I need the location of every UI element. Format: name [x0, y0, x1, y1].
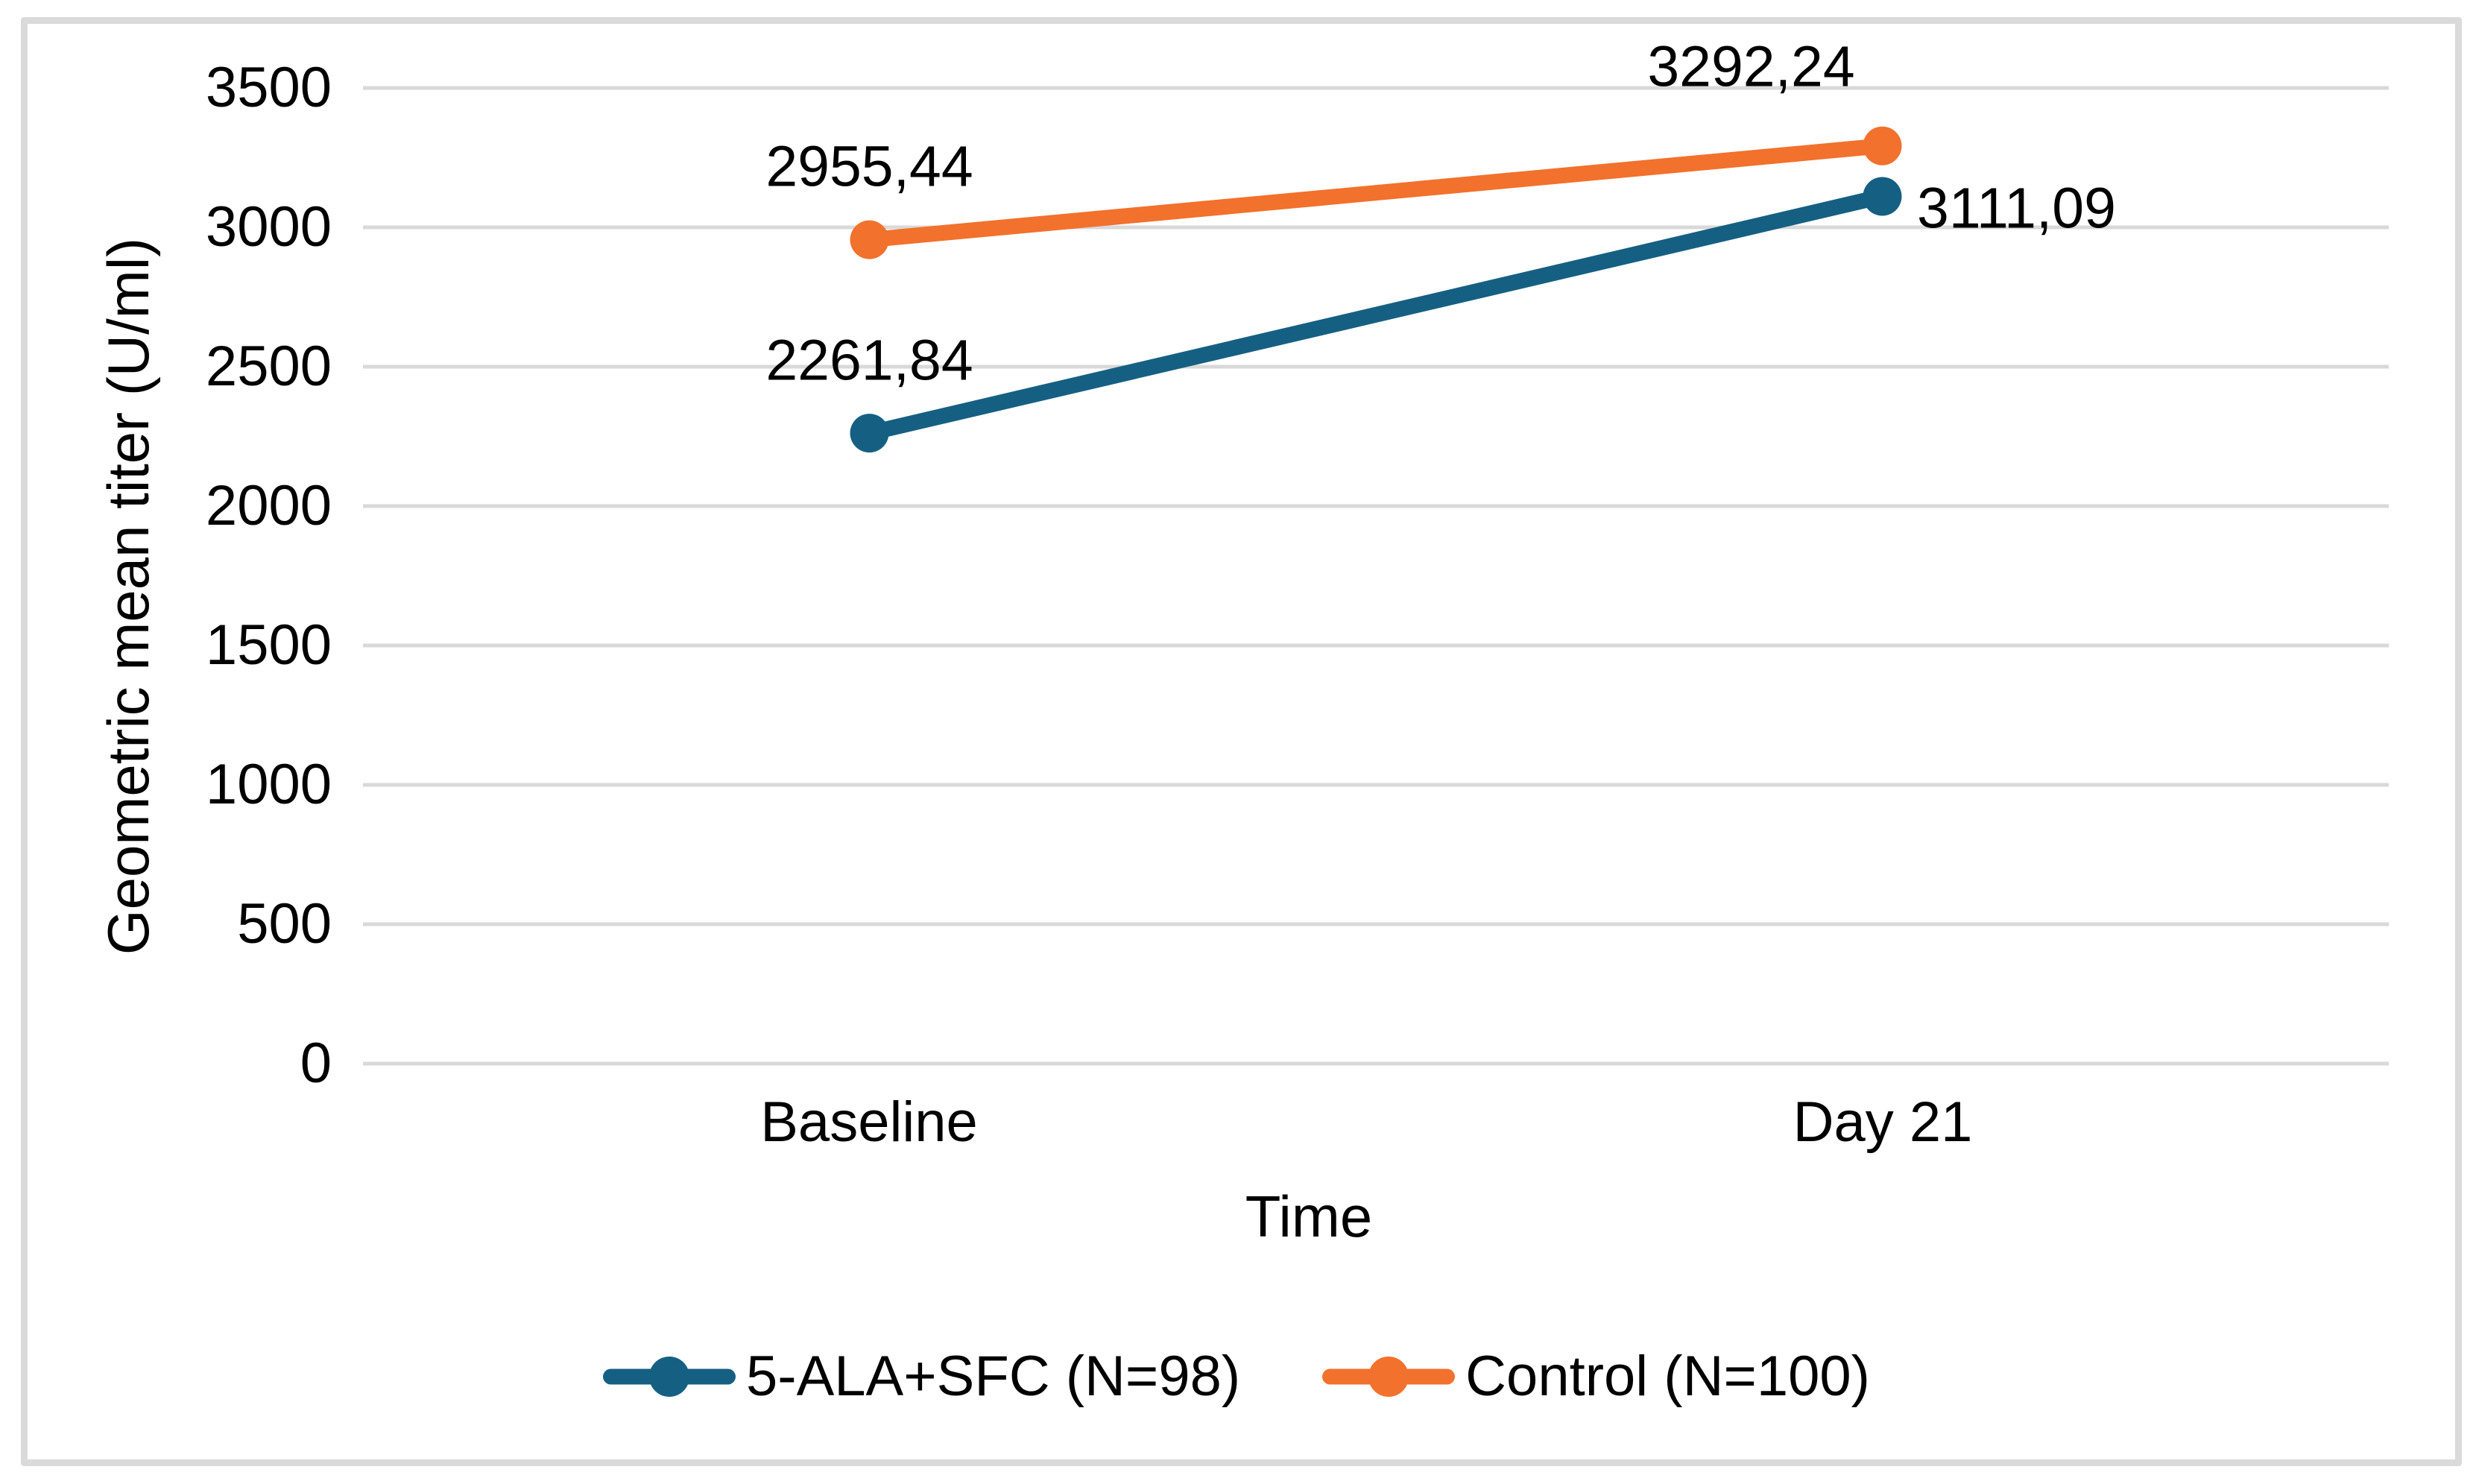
series-1-point-0 [850, 220, 889, 259]
series-line-0 [862, 188, 1890, 441]
chart-outer-frame [21, 17, 2462, 1466]
series-1-point-1 [1863, 126, 1902, 165]
series-0-point-0 [850, 414, 889, 453]
series-0-point-1 [1863, 177, 1902, 216]
series-line-1 [862, 138, 1890, 248]
